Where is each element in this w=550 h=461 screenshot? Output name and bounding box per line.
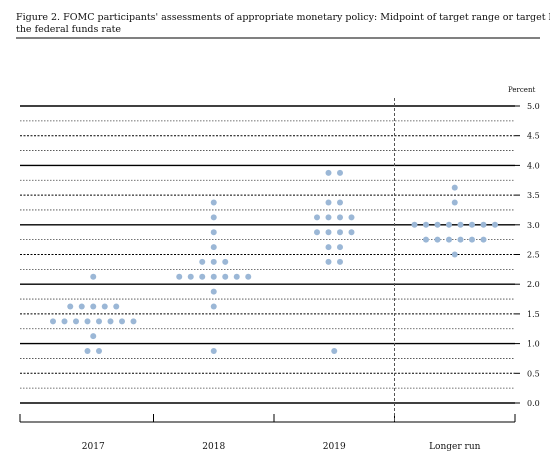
y-tick-label: 5.0 [527, 102, 540, 111]
dot [411, 221, 418, 228]
dot [434, 236, 441, 243]
y-tick-label: 1.5 [527, 310, 540, 319]
dot [96, 348, 102, 355]
dot [199, 273, 206, 280]
dot [222, 258, 229, 265]
dot [78, 303, 85, 310]
y-tick-label: 4.0 [527, 161, 540, 170]
dot [233, 273, 240, 280]
dot [480, 221, 487, 228]
dot [446, 221, 452, 228]
x-tick-label: Longer run [429, 442, 481, 452]
dot [210, 199, 217, 206]
dot [210, 229, 217, 236]
dot [451, 184, 458, 191]
y-tick-label: 1.0 [527, 340, 540, 349]
dot [210, 273, 217, 280]
dot [90, 333, 97, 340]
dot [348, 214, 355, 221]
dot [113, 303, 120, 310]
y-tick-label: 3.0 [527, 221, 540, 230]
dot [210, 244, 217, 251]
dot [245, 273, 252, 280]
dot [451, 199, 458, 206]
dot [210, 214, 217, 221]
x-tick-label: 2019 [323, 442, 346, 452]
dot [423, 221, 429, 228]
dot [73, 318, 79, 325]
y-tick-label: 0.0 [527, 399, 540, 408]
dot [84, 348, 91, 355]
dot [314, 214, 320, 221]
y-tick-label: 4.5 [527, 132, 540, 141]
dot [101, 303, 108, 310]
dot [50, 318, 56, 325]
dot [210, 303, 217, 310]
dot [337, 169, 343, 176]
dot [107, 318, 114, 325]
dot [337, 258, 343, 265]
dot [90, 303, 97, 310]
dot [199, 258, 206, 265]
dot [210, 288, 217, 295]
dot [90, 273, 97, 280]
dot [222, 273, 229, 280]
dot [469, 221, 475, 228]
dot [337, 214, 343, 221]
dot [84, 318, 91, 325]
dot [325, 229, 332, 236]
dot [337, 199, 343, 206]
dot [187, 273, 194, 280]
dot [423, 236, 429, 243]
dot [96, 318, 102, 325]
y-tick-label: 3.5 [527, 191, 540, 200]
y-tick-label: 2.0 [527, 280, 540, 289]
dot [348, 229, 355, 236]
dot [119, 318, 125, 325]
dot [325, 199, 332, 206]
dot [446, 236, 452, 243]
dot [314, 229, 320, 236]
dot [210, 258, 217, 265]
dot [325, 214, 332, 221]
y-tick-label: 0.5 [527, 369, 540, 378]
dot [492, 221, 498, 228]
dot [67, 303, 74, 310]
chart-title: Figure 2. FOMC participants' assessments… [16, 12, 550, 23]
y-axis-label: Percent [508, 86, 535, 94]
dot [337, 229, 343, 236]
y-tick-label: 2.5 [527, 251, 540, 260]
dot [61, 318, 68, 325]
dot [469, 236, 475, 243]
dot [325, 244, 332, 251]
dot [337, 244, 343, 251]
dot [434, 221, 441, 228]
dot [331, 348, 338, 355]
chart-subtitle: the federal funds rate [16, 24, 121, 35]
dot [451, 251, 458, 258]
dot [176, 273, 183, 280]
dot [457, 236, 464, 243]
dot [210, 348, 217, 355]
x-tick-label: 2018 [202, 442, 225, 452]
dot [325, 258, 332, 265]
dot [457, 221, 464, 228]
dot [480, 236, 487, 243]
dot [130, 318, 137, 325]
dot [325, 169, 332, 176]
x-tick-label: 2017 [82, 442, 105, 452]
